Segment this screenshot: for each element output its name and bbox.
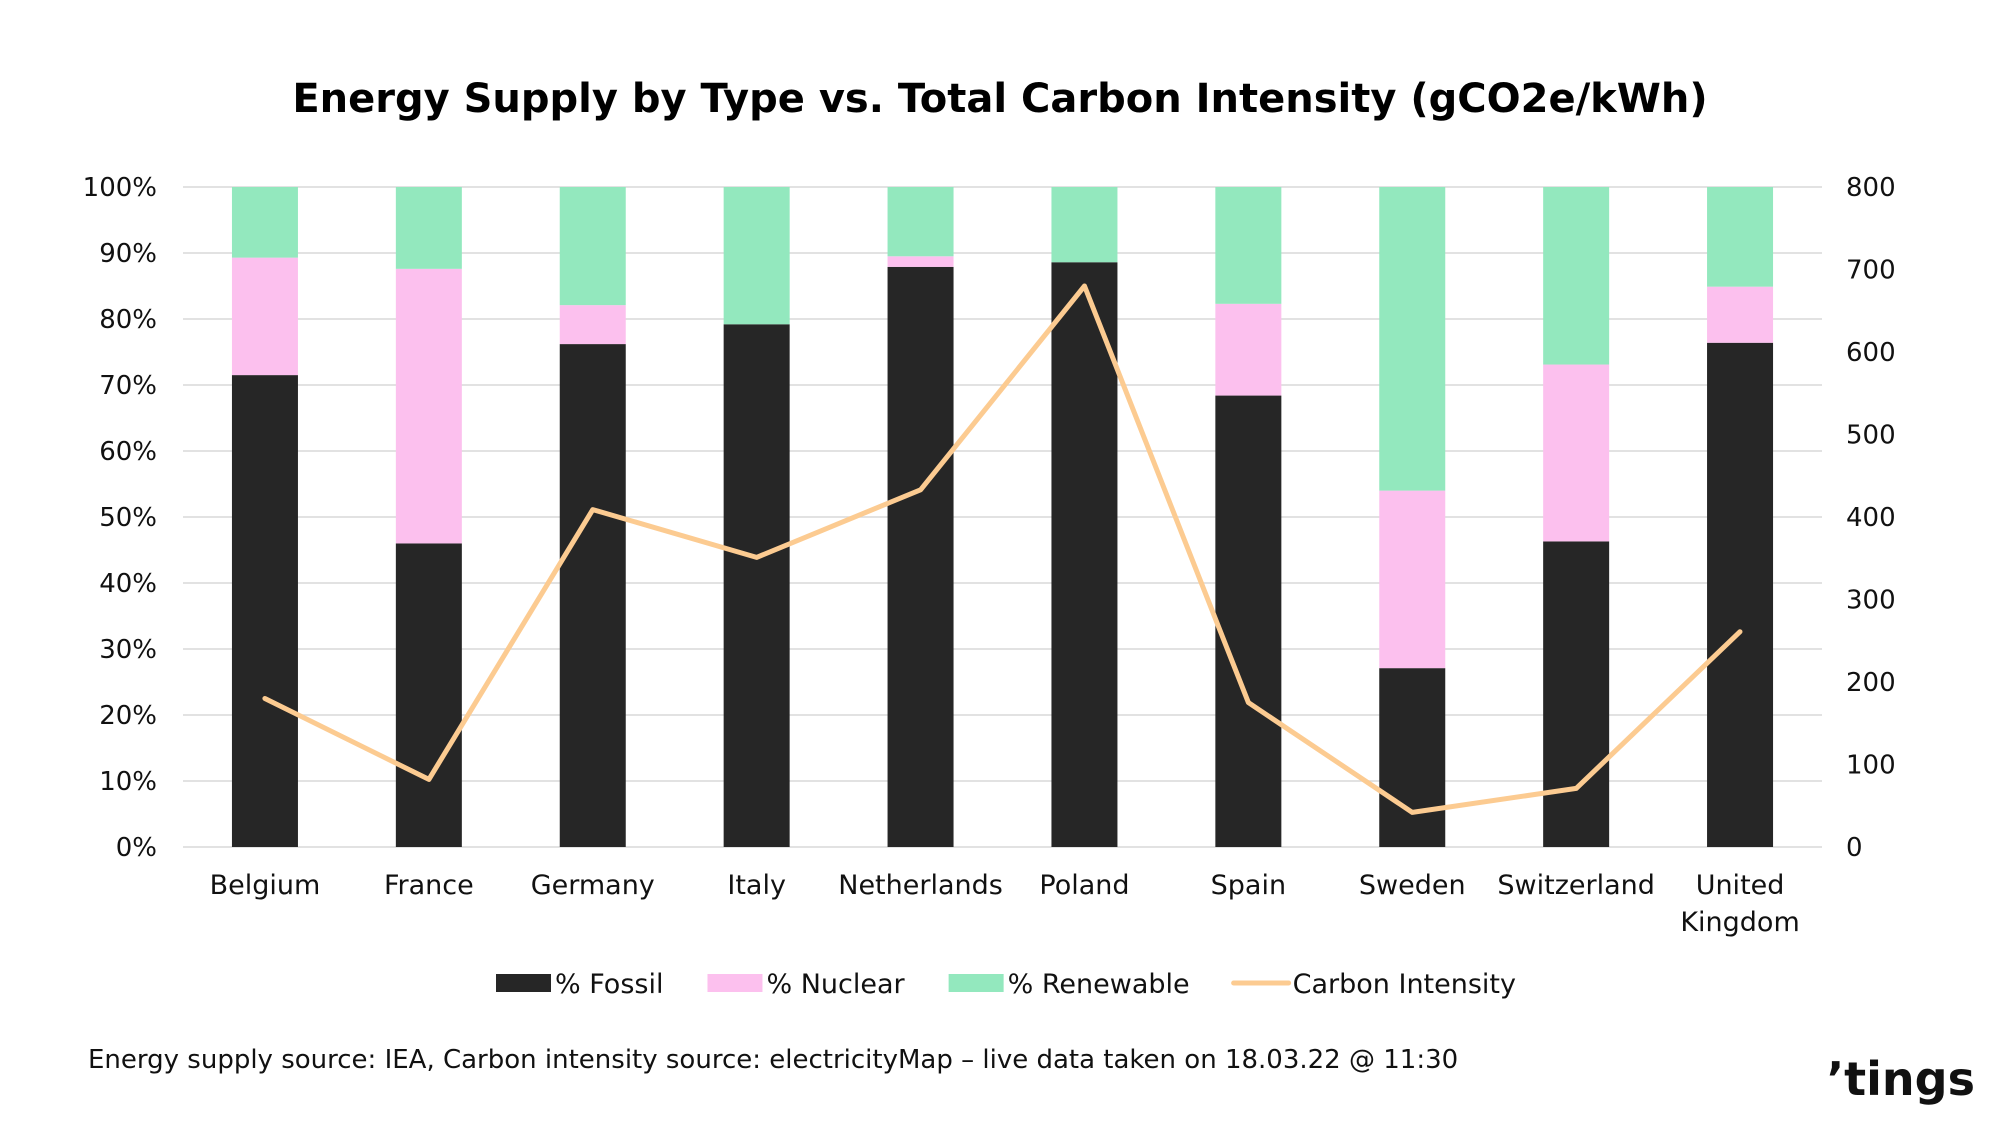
left-axis-tick-label: 90% xyxy=(99,239,157,269)
left-axis-tick-label: 20% xyxy=(99,701,157,731)
right-axis-tick-label: 400 xyxy=(1846,503,1896,533)
category-label: Belgium xyxy=(210,870,321,901)
bar-renewable xyxy=(887,187,954,257)
right-axis: 0 100 200 300 400 500 600 700 800 xyxy=(1846,173,1896,863)
bar-fossil xyxy=(231,375,298,847)
legend: % Fossil % Nuclear % Renewable Carbon Inten… xyxy=(496,969,1516,1000)
legend-label-fossil: % Fossil xyxy=(555,969,663,1000)
left-axis-tick-label: 100% xyxy=(83,173,157,203)
series-line-carbon-intensity xyxy=(262,283,1743,815)
bar-renewable xyxy=(1215,187,1282,304)
bar-renewable xyxy=(1543,187,1610,365)
bar-nuclear xyxy=(1707,286,1774,343)
right-axis-tick-label: 800 xyxy=(1846,173,1896,203)
x-axis-labels: Belgium France Germany Italy Netherlands Pola… xyxy=(210,870,1800,938)
bar-nuclear xyxy=(887,256,954,267)
category-label: Poland xyxy=(1039,870,1129,901)
category-label: France xyxy=(384,870,474,901)
bar-fossil xyxy=(1215,395,1282,847)
bar-fossil xyxy=(1707,342,1774,847)
bar-renewable xyxy=(1051,187,1118,263)
line-group xyxy=(262,283,1743,815)
bar-fossil xyxy=(395,543,462,847)
category-label: United Kingdom xyxy=(1680,870,1799,938)
legend-swatch-fossil xyxy=(496,974,551,992)
bar-renewable xyxy=(723,187,790,325)
category-label: Italy xyxy=(727,870,786,901)
right-axis-tick-label: 700 xyxy=(1846,256,1896,286)
right-axis-tick-label: 0 xyxy=(1846,833,1863,863)
category-label: Switzerland xyxy=(1497,870,1655,901)
left-axis-tick-label: 10% xyxy=(99,767,157,797)
brand-logo: ’tings xyxy=(1827,1052,1975,1106)
left-axis-tick-label: 0% xyxy=(116,833,157,863)
bar-renewable xyxy=(231,187,298,258)
left-axis: 0% 10% 20% 30% 40% 50% 60% 70% 80% 90% 100% xyxy=(83,173,157,863)
bar-nuclear xyxy=(1543,364,1610,542)
right-axis-tick-label: 100 xyxy=(1846,751,1896,781)
bar-fossil xyxy=(887,266,954,847)
bar-nuclear xyxy=(559,305,626,345)
left-axis-tick-label: 70% xyxy=(99,371,157,401)
legend-swatch-nuclear xyxy=(707,974,763,992)
left-axis-tick-label: 40% xyxy=(99,569,157,599)
bar-nuclear xyxy=(1379,490,1446,669)
bar-fossil xyxy=(559,344,626,847)
bar-renewable xyxy=(559,187,626,306)
right-axis-tick-label: 500 xyxy=(1846,421,1896,451)
category-label: Spain xyxy=(1211,870,1286,901)
left-axis-tick-label: 60% xyxy=(99,437,157,467)
left-axis-tick-label: 80% xyxy=(99,305,157,335)
category-label: Netherlands xyxy=(838,870,1003,901)
legend-label-renewable: % Renewable xyxy=(1008,969,1190,1000)
legend-swatch-renewable xyxy=(948,974,1004,992)
right-axis-tick-label: 300 xyxy=(1846,586,1896,616)
legend-label-nuclear: % Nuclear xyxy=(766,969,905,1000)
bar-fossil xyxy=(1379,668,1446,847)
bar-renewable xyxy=(395,187,462,269)
right-axis-tick-label: 600 xyxy=(1846,338,1896,368)
bar-fossil xyxy=(1051,262,1118,847)
source-note: Energy supply source: IEA, Carbon intens… xyxy=(88,1045,1458,1075)
bar-group xyxy=(231,187,1774,847)
bar-renewable xyxy=(1707,187,1774,287)
bar-nuclear xyxy=(231,257,298,376)
left-axis-tick-label: 50% xyxy=(99,503,157,533)
bar-renewable xyxy=(1379,187,1446,491)
right-axis-tick-label: 200 xyxy=(1846,668,1896,698)
chart-title: Energy Supply by Type vs. Total Carbon I… xyxy=(292,76,1707,122)
bar-fossil xyxy=(723,324,790,847)
category-label: Germany xyxy=(531,870,655,901)
bar-nuclear xyxy=(1215,303,1282,396)
category-label: Sweden xyxy=(1359,870,1466,901)
left-axis-tick-label: 30% xyxy=(99,635,157,665)
legend-label-carbon-intensity: Carbon Intensity xyxy=(1293,969,1516,1000)
bar-nuclear xyxy=(395,268,462,544)
bar-fossil xyxy=(1543,541,1610,847)
